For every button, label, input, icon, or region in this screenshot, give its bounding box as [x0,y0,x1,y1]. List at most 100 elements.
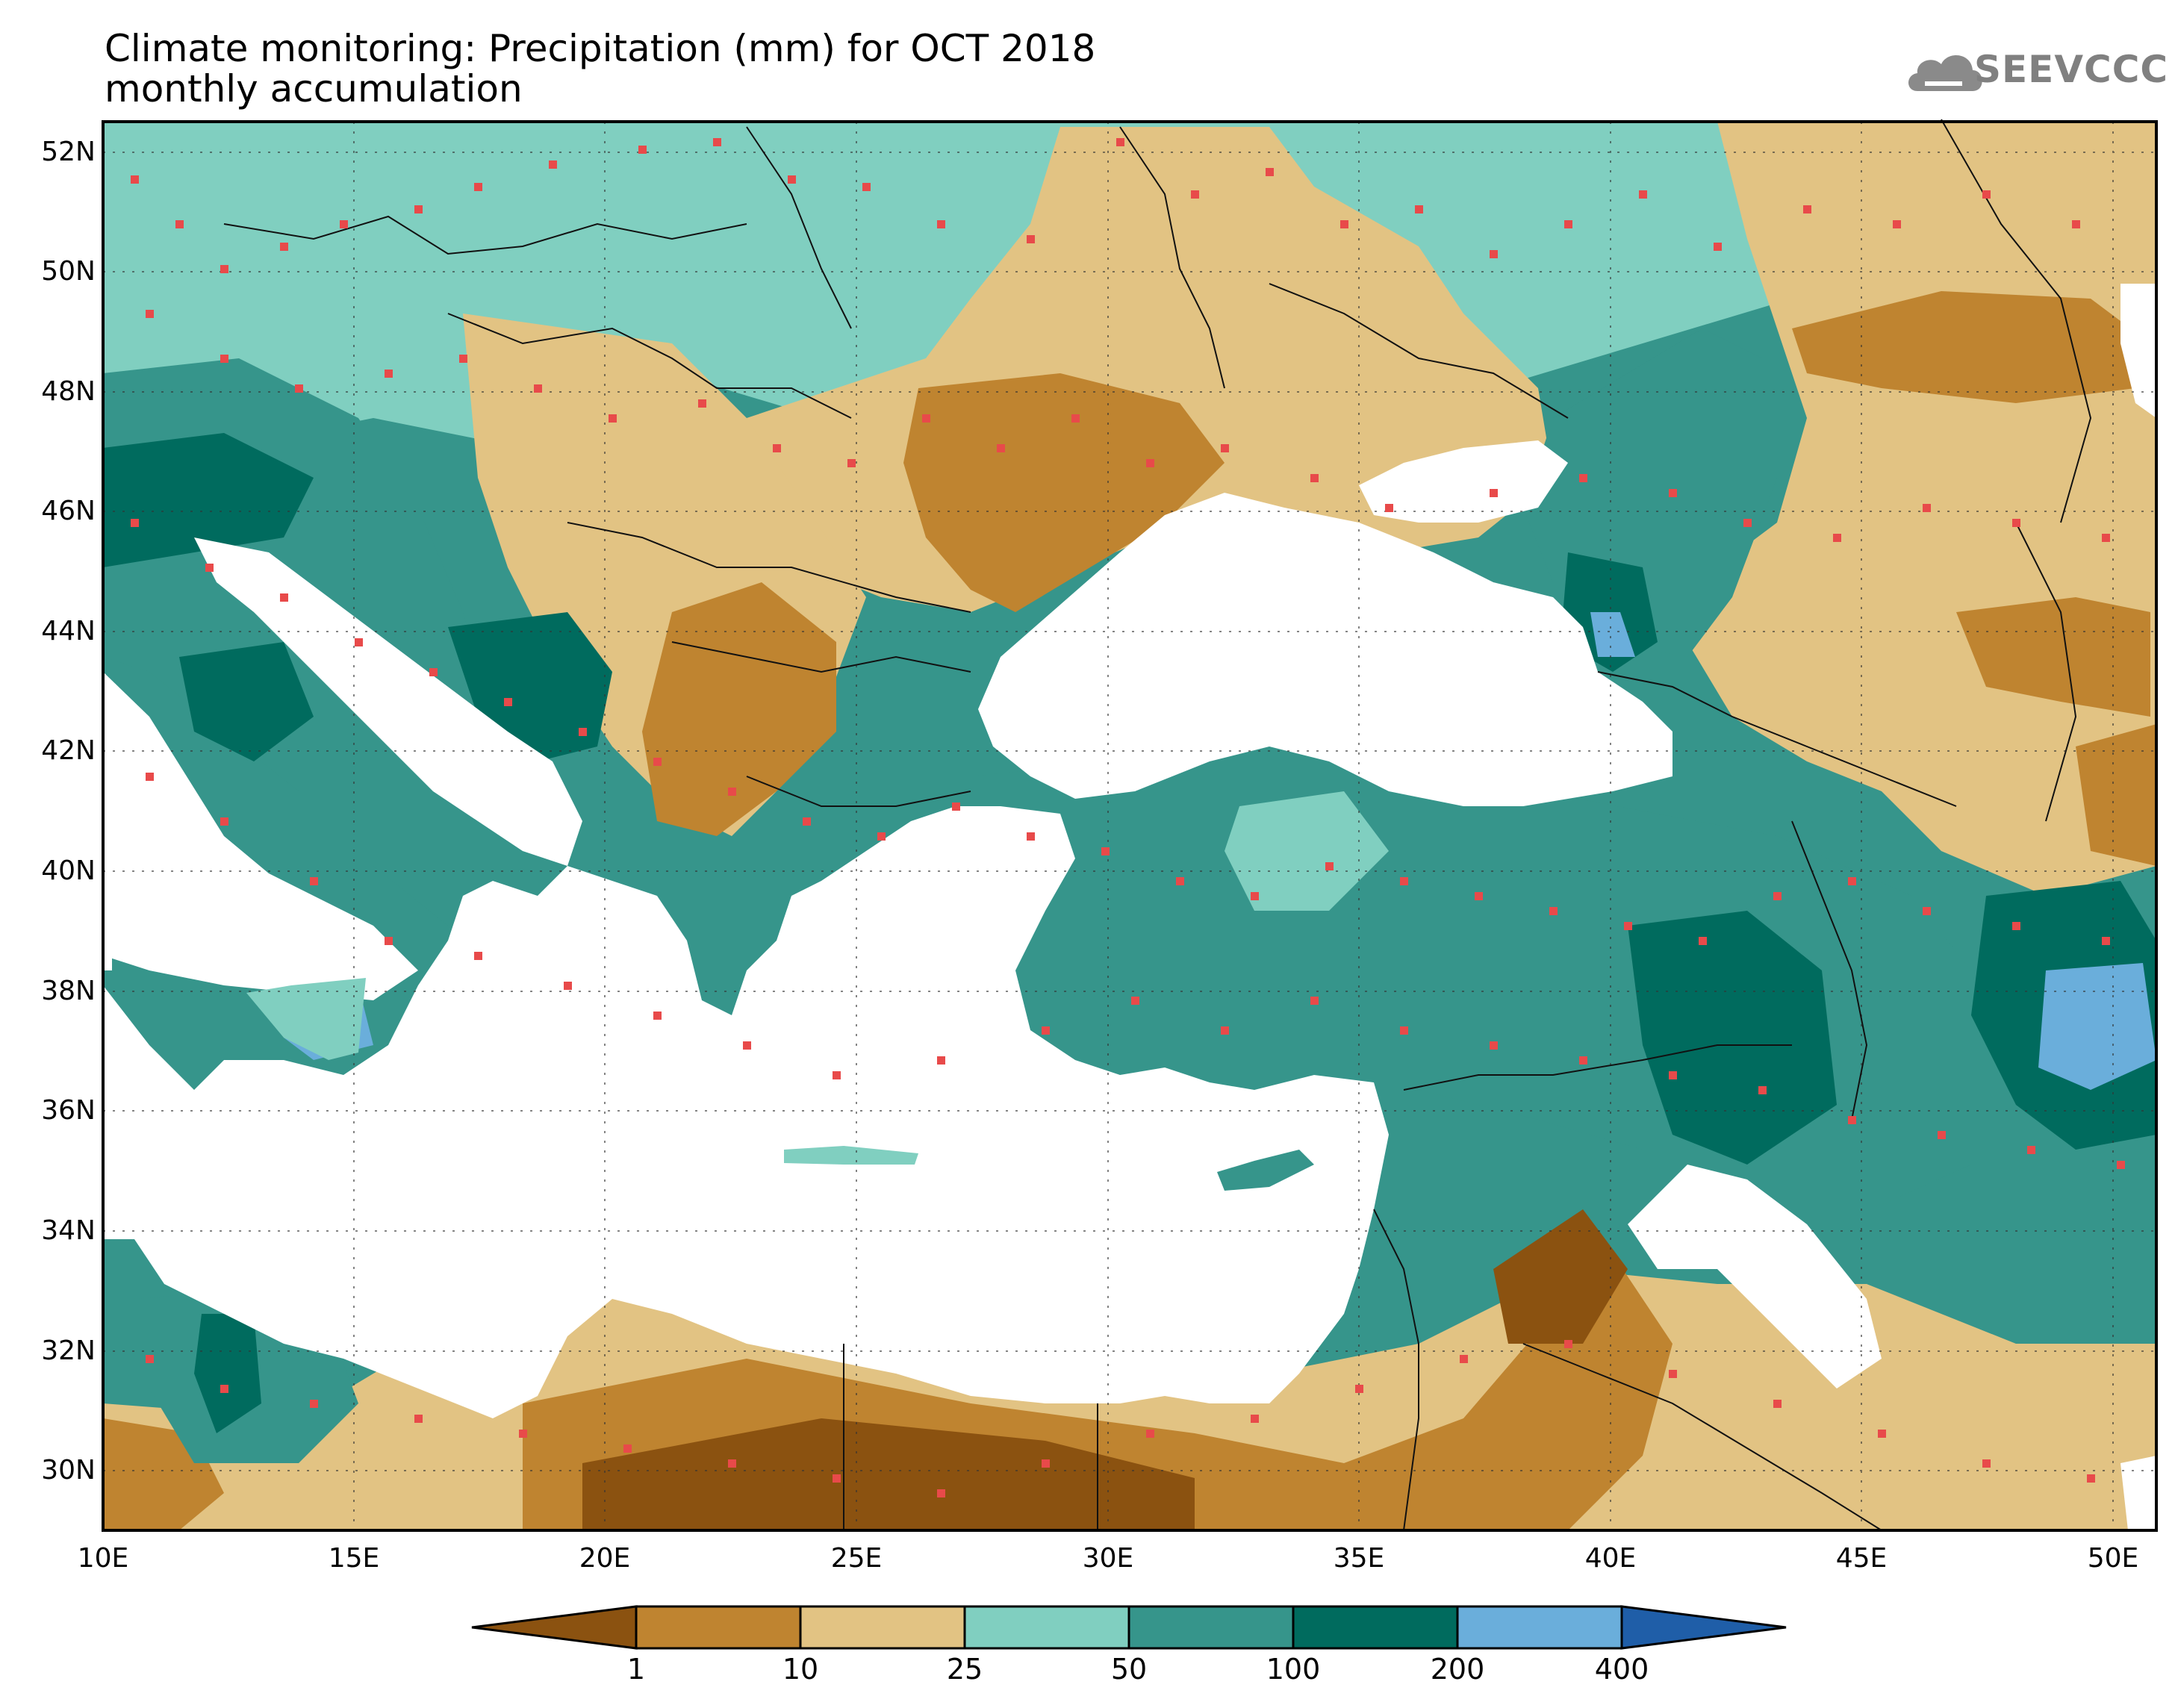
lat-label-32n: 32N [41,1335,96,1366]
cyprus-island [1217,1150,1314,1191]
station-marker [1176,877,1184,885]
station-marker [2012,922,2020,930]
grid-lines [103,122,2156,1530]
lat-label-52n: 52N [41,137,96,167]
station-marker [1639,190,1647,199]
station-marker [1251,892,1259,900]
contour-100-200 [103,433,314,567]
station-marker [429,668,438,676]
station-marker [1699,937,1707,945]
station-marker [385,937,393,945]
cloud-icon [1908,55,1982,91]
map-frame [102,120,2158,1532]
colorbar-segment-25-50 [963,1605,1130,1650]
station-marker [414,1415,423,1423]
station-marker [1669,489,1677,497]
station-marker [131,175,139,184]
station-marker [728,788,736,796]
station-marker [579,728,587,736]
station-marker [1027,832,1035,841]
station-marker [1310,997,1319,1005]
lat-label-44n: 44N [41,616,96,646]
station-marker [713,138,721,146]
station-marker [847,459,856,467]
station-marker [1475,892,1483,900]
station-marker [1101,847,1110,855]
station-marker [280,243,288,251]
station-marker [1579,474,1587,482]
station-marker [1340,220,1348,228]
colorbar-segment-100-200 [1292,1605,1459,1650]
station-marker [1982,190,1991,199]
colorbar-label-1: 1 [626,1653,646,1686]
adriatic-sea [194,537,582,866]
station-marker [1042,1026,1050,1035]
station-marker [1146,1430,1154,1438]
station-marker [1116,138,1124,146]
station-marker [146,310,154,318]
station-marker [623,1444,632,1453]
contour-1-10 [1792,291,2150,403]
station-marker [205,564,214,572]
station-marker [1848,877,1856,885]
station-marker [474,183,482,191]
station-marker [2012,519,2020,527]
station-marker [385,370,393,378]
lat-label-48n: 48N [41,376,96,407]
station-marker [1743,519,1752,527]
lon-label-15e: 15E [328,1543,380,1574]
station-marker [609,414,617,423]
station-marker [1579,1056,1587,1065]
station-marker [2117,1161,2125,1169]
station-marker [1773,1400,1782,1408]
contour-below-1 [1493,1209,1628,1344]
station-marker [638,146,647,154]
station-marker [146,773,154,781]
map-title: Climate monitoring: Precipitation (mm) f… [105,27,1096,70]
colorbar-segment-10-25 [799,1605,966,1650]
station-marker [1191,190,1199,199]
station-marker [220,355,228,363]
station-marker [459,355,467,363]
station-marker [922,414,930,423]
caspian-sea [2120,284,2156,418]
station-marker [833,1474,841,1483]
station-marker [146,1355,154,1363]
station-marker [833,1071,841,1079]
station-marker [1490,250,1498,258]
lon-label-35e: 35E [1333,1543,1385,1574]
lat-label-38n: 38N [41,976,96,1006]
station-marker [340,220,348,228]
colorbar-segment-50-100 [1127,1605,1295,1650]
colorbar-segment-1-10 [635,1605,802,1650]
mesopotamia-gap [1628,1165,1882,1388]
lon-label-30e: 30E [1082,1543,1134,1574]
station-marker [2072,220,2080,228]
station-marker [220,817,228,826]
black-sea [978,493,1673,806]
contour-10-25 [672,127,1553,612]
lat-label-30n: 30N [41,1455,96,1486]
sardinia-island [103,926,112,970]
station-marker [1251,1415,1259,1423]
country-borders [223,119,2092,1531]
station-marker [474,952,482,960]
contour-100-200 [179,642,314,761]
lon-label-50e: 50E [2087,1543,2139,1574]
station-marker [1221,444,1229,452]
crete-island [784,1146,918,1165]
station-marker [1400,1026,1408,1035]
station-marker [803,817,811,826]
lat-label-46n: 46N [41,496,96,526]
station-marker [1669,1071,1677,1079]
station-marker [1833,534,1841,542]
station-marker [1131,997,1139,1005]
station-marker [1803,205,1811,214]
contour-1-10 [903,373,1225,612]
station-marker [519,1430,527,1438]
station-marker [1878,1430,1886,1438]
station-marker [2027,1146,2035,1154]
map-subtitle: monthly accumulation [105,67,523,110]
station-marker [355,638,363,646]
